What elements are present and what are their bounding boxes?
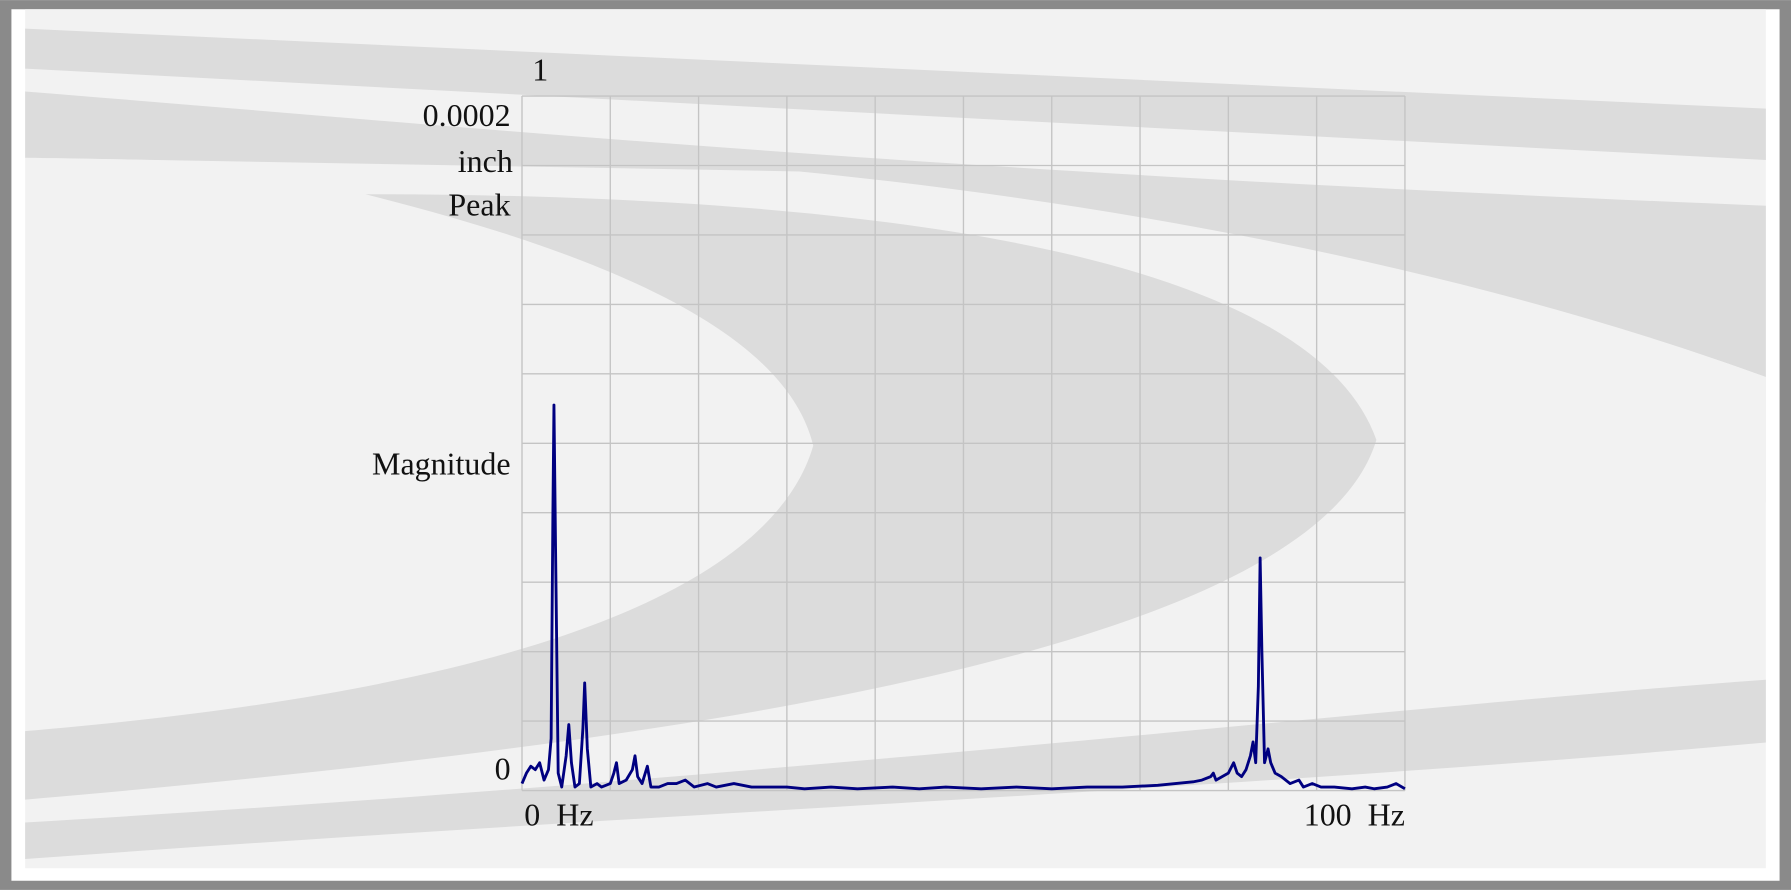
y-axis-label: Magnitude [372, 447, 511, 482]
y-unit: inch [458, 144, 513, 179]
y-tick-label: 0.0002 [423, 98, 511, 133]
y-tick-label: 0 [495, 752, 511, 787]
chart-title: 1 [532, 53, 548, 88]
spectrum-line [520, 403, 1406, 791]
y-unit: Peak [448, 187, 510, 222]
x-tick-label: 0 Hz [524, 797, 593, 832]
x-tick-label: 100 Hz [1304, 797, 1405, 832]
